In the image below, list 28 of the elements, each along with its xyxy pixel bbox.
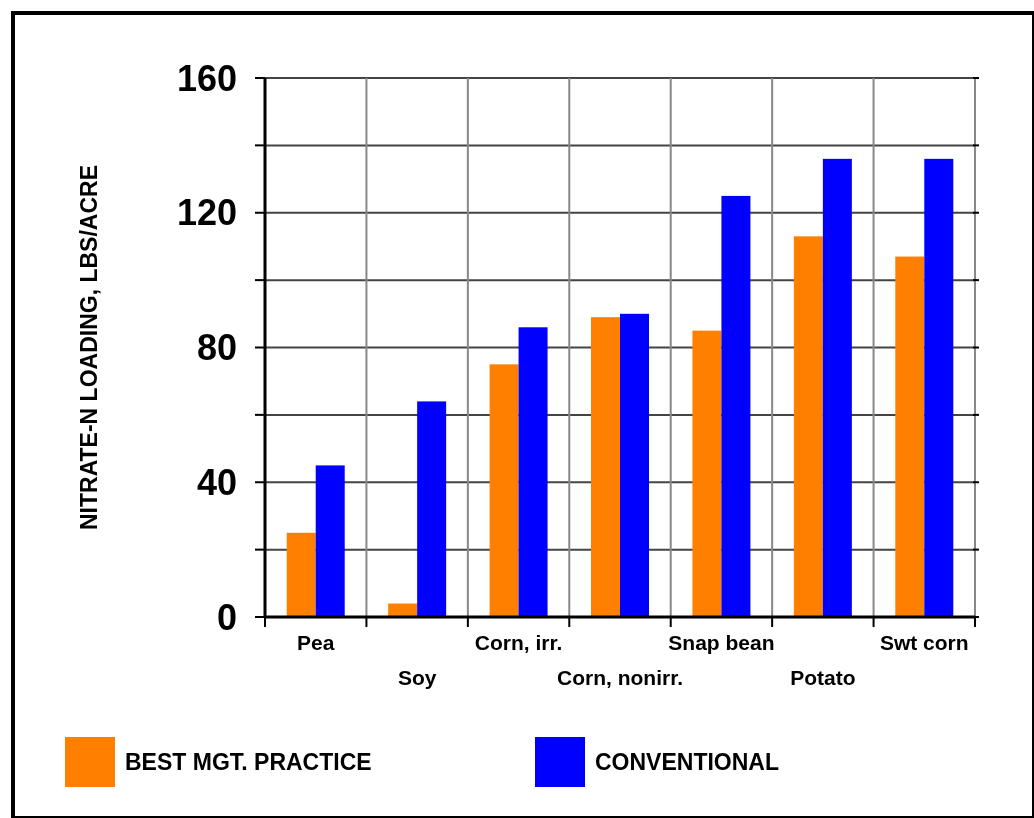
bar xyxy=(620,313,649,617)
y-tick-label: 160 xyxy=(176,57,237,99)
x-tick-label: Pea xyxy=(297,631,335,654)
legend-label: BEST MGT. PRACTICE xyxy=(125,749,372,776)
bar xyxy=(417,401,447,617)
bar xyxy=(924,158,954,617)
y-axis-title: NITRATE-N LOADING, LBS/ACRE xyxy=(76,164,102,531)
bar xyxy=(518,327,548,617)
y-tick-label: 80 xyxy=(196,327,237,369)
bar xyxy=(793,236,823,617)
bar xyxy=(721,195,751,617)
bar xyxy=(591,317,620,617)
bar xyxy=(895,256,925,617)
bar xyxy=(286,532,316,617)
x-tick-label: Snap bean xyxy=(668,631,775,654)
x-tick-label: Soy xyxy=(397,666,437,689)
y-tick-label: 120 xyxy=(176,192,237,234)
y-tick-label: 0 xyxy=(216,596,237,638)
bar xyxy=(822,158,852,617)
x-tick-label: Corn, nonirr. xyxy=(557,666,683,689)
x-tick-label: Swt corn xyxy=(879,631,969,654)
y-tick-label: 40 xyxy=(196,461,237,503)
x-tick-label: Corn, irr. xyxy=(474,631,563,654)
bar xyxy=(315,465,345,617)
x-tick-label: Potato xyxy=(790,666,856,689)
bar xyxy=(489,364,519,617)
bar xyxy=(692,330,722,617)
legend-label: CONVENTIONAL xyxy=(595,749,779,776)
